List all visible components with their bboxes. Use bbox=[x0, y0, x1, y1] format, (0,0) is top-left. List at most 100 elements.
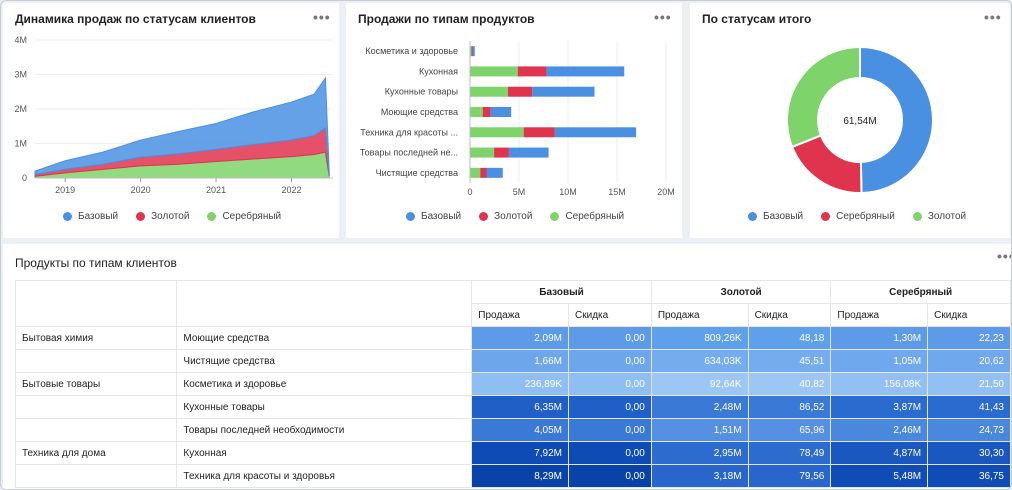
donut-slice-Базовый[interactable] bbox=[859, 45, 934, 195]
legend-label: Серебряный bbox=[222, 211, 282, 222]
row-category bbox=[14, 464, 178, 488]
cell-silver-sale: 4,87M bbox=[830, 441, 929, 465]
sales-dynamics-panel: Динамика продаж по статусам клиентов •••… bbox=[3, 3, 339, 238]
cell-base-sale: 8,29M bbox=[471, 464, 570, 488]
legend-dot-icon bbox=[821, 212, 831, 221]
cell-silver-sale: 2,46M bbox=[830, 418, 929, 442]
cell-gold-sale: 92,64K bbox=[650, 372, 749, 396]
legend-dot-icon bbox=[406, 212, 415, 221]
bar-segment[interactable] bbox=[470, 127, 524, 138]
x-tick-label: 2022 bbox=[281, 185, 301, 195]
cell-silver-discount: 41,43 bbox=[927, 395, 1011, 419]
header-discount[interactable]: Скидка bbox=[927, 303, 1011, 327]
legend-item-gold[interactable]: Золотой bbox=[479, 211, 532, 222]
bar-segment[interactable] bbox=[517, 66, 547, 77]
category-label: Моющие средства bbox=[381, 107, 458, 117]
bar-segment[interactable] bbox=[507, 86, 533, 97]
header-group-gold[interactable]: Золотой bbox=[650, 280, 832, 304]
header-sale[interactable]: Продажа bbox=[650, 303, 749, 327]
bar-segment[interactable] bbox=[482, 107, 491, 117]
header-group-silver[interactable]: Серебряный bbox=[830, 280, 1011, 304]
cell-silver-discount: 20,62 bbox=[927, 349, 1011, 373]
header-discount[interactable]: Скидка bbox=[568, 303, 652, 327]
cell-base-discount: 0,00 bbox=[568, 441, 652, 465]
bar-segment[interactable] bbox=[470, 107, 483, 117]
bar-segment[interactable] bbox=[470, 86, 508, 97]
bar-segment[interactable] bbox=[470, 147, 495, 158]
header-sale[interactable]: Продажа bbox=[471, 303, 570, 327]
bar-segment[interactable] bbox=[490, 107, 512, 117]
legend-item-silver[interactable]: Серебряный bbox=[207, 211, 281, 222]
cell-base-discount: 0,00 bbox=[568, 326, 652, 350]
panel-menu-button[interactable]: ••• bbox=[984, 9, 1002, 25]
bar-segment[interactable] bbox=[494, 147, 509, 158]
bar-segment[interactable] bbox=[523, 127, 555, 138]
legend-item-gold[interactable]: Золотой bbox=[912, 211, 966, 222]
legend-item-base[interactable]: Базовый bbox=[748, 211, 803, 222]
bar-segment[interactable] bbox=[470, 167, 481, 178]
category-label: Кухонная bbox=[419, 66, 458, 76]
header-sale[interactable]: Продажа bbox=[830, 303, 929, 327]
legend-item-silver[interactable]: Серебряный bbox=[550, 211, 624, 222]
area-series-Базовый[interactable] bbox=[34, 76, 330, 176]
legend-item-base[interactable]: Базовый bbox=[406, 211, 461, 222]
bar-segment[interactable] bbox=[486, 167, 503, 178]
panel-menu-button[interactable]: ••• bbox=[654, 9, 672, 25]
chart-legend: Базовый Золотой Серебряный bbox=[406, 211, 624, 222]
table-header-groups: Базовый Золотой Серебряный bbox=[14, 280, 1011, 327]
category-label: Кухонные товары bbox=[385, 87, 458, 97]
cell-gold-discount: 86,52 bbox=[747, 395, 832, 419]
x-tick-label: 0 bbox=[467, 187, 472, 197]
cell-gold-sale: 634,03K bbox=[650, 349, 749, 373]
x-tick-label: 2021 bbox=[206, 185, 226, 195]
row-product: Товары последней необходимости bbox=[176, 418, 473, 442]
pivot-table: Базовый Золотой Серебряный Продажа Скидк… bbox=[14, 280, 1011, 488]
panel-menu-button[interactable]: ••• bbox=[997, 248, 1011, 264]
bar-segment[interactable] bbox=[546, 66, 625, 77]
y-tick-label: 4M bbox=[14, 35, 27, 45]
y-tick-label: 0 bbox=[22, 173, 27, 183]
legend-dot-icon bbox=[207, 212, 217, 221]
cell-gold-sale: 809,26K bbox=[650, 326, 749, 350]
bar-chart: 0 5M 10M 15M 20M Косметика и здоровье Кухонная… bbox=[360, 41, 675, 197]
x-tick-label: 2020 bbox=[131, 185, 151, 195]
bar-segment[interactable] bbox=[471, 46, 473, 57]
legend-item-base[interactable]: Базовый bbox=[63, 211, 118, 222]
cell-base-sale: 7,92M bbox=[471, 441, 570, 465]
cell-silver-sale: 156,08K bbox=[830, 372, 929, 396]
cell-silver-sale: 3,87M bbox=[830, 395, 929, 419]
cell-gold-discount: 40,82 bbox=[747, 372, 832, 396]
panel-title: По статусам итого bbox=[702, 12, 812, 26]
legend-label: Базовый bbox=[763, 211, 804, 222]
x-tick-label: 2019 bbox=[55, 185, 75, 195]
bar-segment[interactable] bbox=[472, 46, 475, 57]
header-discount[interactable]: Скидка bbox=[747, 303, 832, 327]
cell-gold-discount: 78,49 bbox=[747, 441, 832, 465]
bar-segment[interactable] bbox=[470, 66, 518, 77]
cell-base-discount: 0,00 bbox=[568, 418, 652, 442]
bar-segment[interactable] bbox=[508, 147, 549, 158]
legend-item-gold[interactable]: Золотой bbox=[136, 211, 189, 222]
donut-slice-Серебряный[interactable] bbox=[786, 45, 861, 149]
donut-slice-Золотой[interactable] bbox=[790, 134, 863, 194]
panel-title: Продажи по типам продуктов bbox=[358, 12, 535, 26]
legend-label: Базовый bbox=[421, 211, 462, 222]
bar-segment[interactable] bbox=[480, 167, 487, 178]
table-row: Техника для красоты и здоровья 8,29M 0,00 3… bbox=[14, 464, 1011, 488]
x-tick-label: 5M bbox=[513, 187, 526, 197]
cell-gold-discount: 65,96 bbox=[747, 418, 832, 442]
bar-segment[interactable] bbox=[532, 86, 595, 97]
panel-menu-button[interactable]: ••• bbox=[313, 9, 331, 25]
legend-item-silver[interactable]: Серебряный bbox=[821, 211, 895, 222]
panel-title: Динамика продаж по статусам клиентов bbox=[15, 12, 256, 26]
bar-segment[interactable] bbox=[470, 46, 472, 57]
header-group-base[interactable]: Базовый bbox=[471, 280, 652, 304]
bar-segment[interactable] bbox=[554, 127, 637, 138]
y-tick-label: 3M bbox=[14, 70, 27, 80]
row-product: Кухонная bbox=[176, 441, 473, 465]
cell-base-discount: 0,00 bbox=[568, 395, 652, 419]
cell-base-sale: 236,89K bbox=[471, 372, 570, 396]
cell-gold-discount: 45,51 bbox=[747, 349, 832, 373]
y-tick-label: 1M bbox=[14, 139, 27, 149]
legend-dot-icon bbox=[550, 212, 560, 221]
